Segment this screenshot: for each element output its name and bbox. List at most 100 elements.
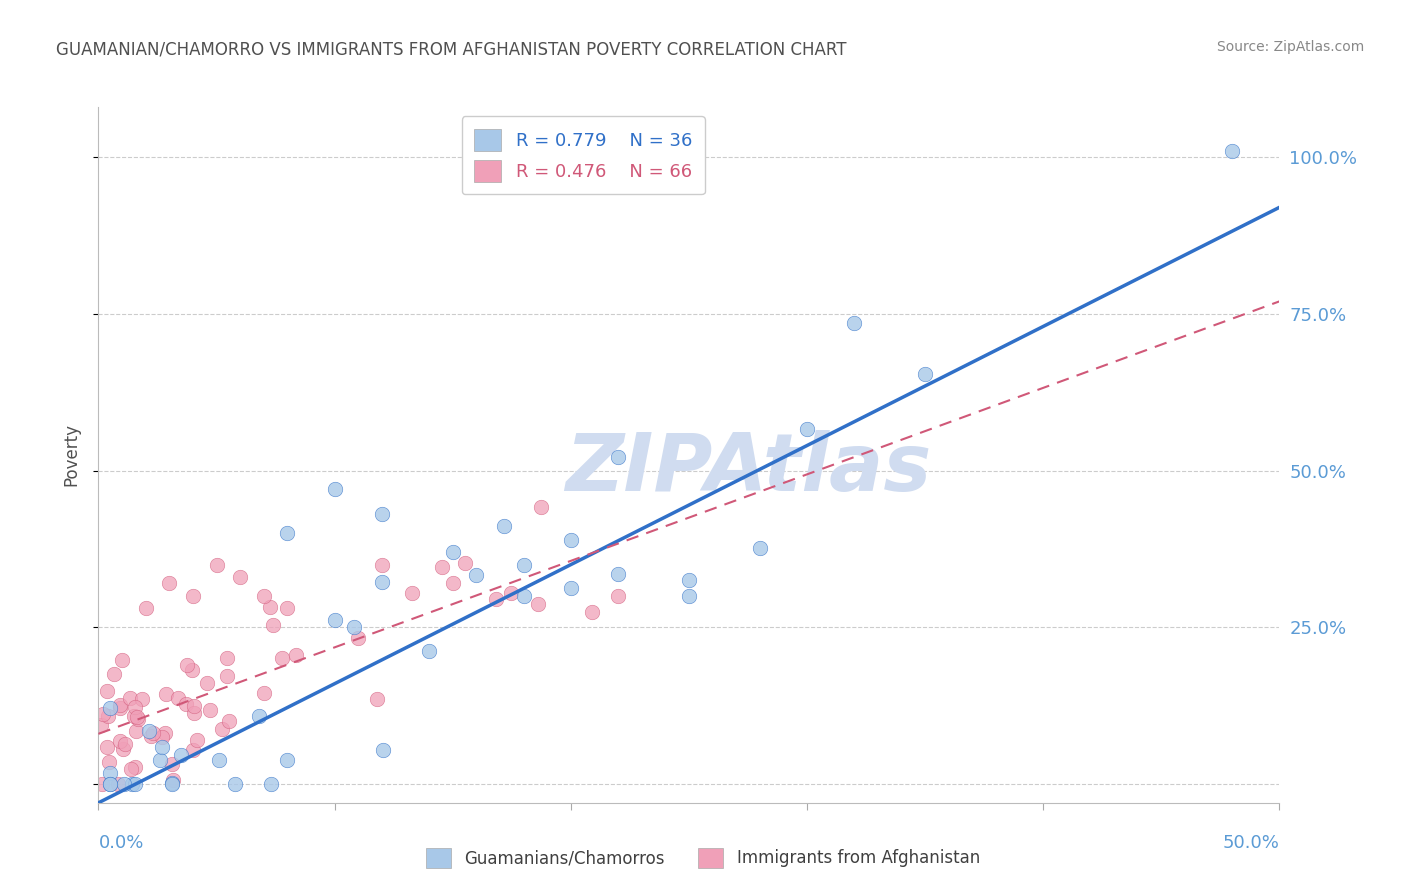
Point xyxy=(124,777,146,791)
Point xyxy=(110,700,132,714)
Point xyxy=(271,650,294,665)
Point xyxy=(527,597,550,611)
Point xyxy=(183,706,205,720)
Point xyxy=(108,734,131,748)
Point xyxy=(181,663,204,677)
Point xyxy=(259,599,281,614)
Point xyxy=(607,566,630,581)
Point xyxy=(371,508,394,522)
Point xyxy=(110,698,132,712)
Point xyxy=(371,575,394,590)
Point xyxy=(224,777,246,791)
Point xyxy=(1220,144,1243,158)
Point xyxy=(169,747,191,762)
Point xyxy=(90,777,112,791)
Point xyxy=(347,632,370,646)
Point xyxy=(124,760,146,774)
Point xyxy=(112,742,135,756)
Point xyxy=(560,581,582,595)
Point xyxy=(153,725,176,739)
Point xyxy=(98,701,121,715)
Point xyxy=(323,483,346,497)
Point xyxy=(748,541,770,556)
Point xyxy=(499,586,522,600)
Point xyxy=(343,620,366,634)
Point xyxy=(114,737,136,751)
Point xyxy=(441,576,464,591)
Point xyxy=(195,675,218,690)
Point xyxy=(98,755,121,769)
Point xyxy=(103,667,125,681)
Point xyxy=(229,570,252,584)
Point xyxy=(607,450,630,464)
Point xyxy=(217,669,239,683)
Point xyxy=(162,757,184,772)
Point xyxy=(121,777,143,791)
Point xyxy=(141,729,163,743)
Point xyxy=(530,500,553,515)
Point xyxy=(91,706,114,721)
Point xyxy=(176,698,198,712)
Point xyxy=(167,690,190,705)
Point xyxy=(796,422,818,436)
Point xyxy=(678,573,700,587)
Y-axis label: Poverty: Poverty xyxy=(62,424,80,486)
Legend: R = 0.779    N = 36, R = 0.476    N = 66: R = 0.779 N = 36, R = 0.476 N = 66 xyxy=(461,116,704,194)
Point xyxy=(205,558,228,572)
Point xyxy=(150,740,173,755)
Point xyxy=(366,692,388,706)
Point xyxy=(512,590,534,604)
Point xyxy=(211,723,233,737)
Point xyxy=(494,519,516,533)
Point xyxy=(441,545,464,559)
Point xyxy=(135,601,157,615)
Point xyxy=(485,591,508,606)
Point xyxy=(914,367,936,381)
Point xyxy=(155,687,177,701)
Point xyxy=(285,648,308,663)
Point xyxy=(96,684,118,698)
Point xyxy=(98,777,121,791)
Point xyxy=(678,589,700,603)
Point xyxy=(253,589,276,603)
Point xyxy=(160,777,183,791)
Point xyxy=(607,589,630,603)
Point xyxy=(122,709,145,723)
Point xyxy=(430,560,453,574)
Point xyxy=(581,605,603,619)
Point xyxy=(454,556,477,570)
Point xyxy=(218,714,240,728)
Point xyxy=(162,772,184,787)
Point xyxy=(181,589,204,603)
Point xyxy=(141,726,163,740)
Point xyxy=(176,658,198,673)
Point xyxy=(262,617,284,632)
Point xyxy=(124,699,146,714)
Text: 0.0%: 0.0% xyxy=(98,834,143,852)
Point xyxy=(131,692,153,706)
Point xyxy=(401,585,423,599)
Point xyxy=(149,753,172,767)
Point xyxy=(371,743,394,757)
Point xyxy=(150,731,173,745)
Point xyxy=(253,686,276,700)
Text: ZIPAtlas: ZIPAtlas xyxy=(565,430,931,508)
Point xyxy=(465,568,488,582)
Point xyxy=(844,316,866,330)
Point xyxy=(276,753,298,767)
Point xyxy=(127,712,149,726)
Point xyxy=(560,533,582,547)
Point xyxy=(98,777,121,791)
Point xyxy=(418,643,440,657)
Point xyxy=(96,739,118,754)
Point xyxy=(97,709,120,723)
Point xyxy=(323,613,346,627)
Point xyxy=(512,558,534,572)
Point xyxy=(371,558,394,572)
Point xyxy=(90,718,112,732)
Point xyxy=(260,777,283,791)
Point xyxy=(208,753,231,767)
Point xyxy=(276,601,298,615)
Point xyxy=(198,703,221,717)
Text: 50.0%: 50.0% xyxy=(1223,834,1279,852)
